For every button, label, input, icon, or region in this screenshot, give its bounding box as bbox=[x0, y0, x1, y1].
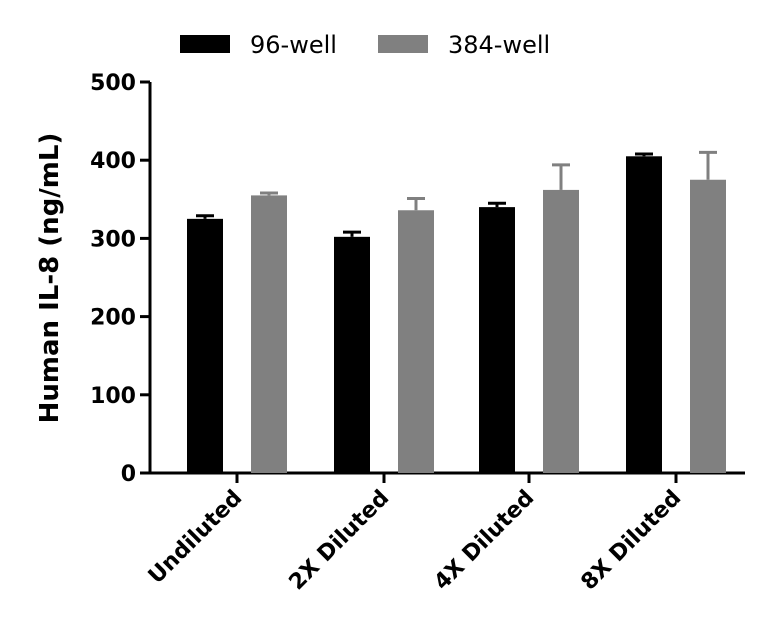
y-tick-label: 400 bbox=[90, 149, 136, 174]
bars-group bbox=[187, 150, 726, 474]
bar-96-well-4x-diluted bbox=[479, 207, 515, 473]
legend-label: 384-well bbox=[448, 31, 550, 59]
x-tick-label: Undiluted bbox=[144, 486, 247, 589]
bar-96-well-2x-diluted bbox=[334, 236, 370, 473]
bar-384-well-8x-diluted bbox=[690, 179, 726, 473]
bar-96-well-8x-diluted bbox=[626, 156, 662, 474]
y-axis: 0 100 200 300 400 500 bbox=[90, 71, 152, 487]
y-tick-label: 100 bbox=[90, 384, 136, 409]
y-tick-label: 0 bbox=[121, 462, 136, 487]
y-tick-label: 300 bbox=[90, 227, 136, 252]
x-tick-label: 2X Diluted bbox=[285, 486, 395, 596]
chart-legend: 96-well 384-well bbox=[180, 31, 550, 59]
y-tick-label: 500 bbox=[90, 71, 136, 96]
bar-96-well-undiluted bbox=[187, 218, 223, 473]
legend-swatch-384-well bbox=[378, 35, 428, 53]
x-tick-label: 8X Diluted bbox=[577, 486, 687, 596]
bar-384-well-4x-diluted bbox=[543, 189, 579, 473]
x-axis: Undiluted 2X Diluted 4X Diluted 8X Diluted bbox=[144, 471, 745, 596]
legend-swatch-96-well bbox=[180, 35, 230, 53]
legend-label: 96-well bbox=[250, 31, 337, 59]
y-axis-title: Human IL-8 (ng/mL) bbox=[35, 133, 65, 424]
y-tick-label: 200 bbox=[90, 306, 136, 331]
bar-384-well-undiluted bbox=[251, 195, 287, 473]
bar-384-well-2x-diluted bbox=[398, 210, 434, 474]
x-tick-label: 4X Diluted bbox=[430, 486, 540, 596]
